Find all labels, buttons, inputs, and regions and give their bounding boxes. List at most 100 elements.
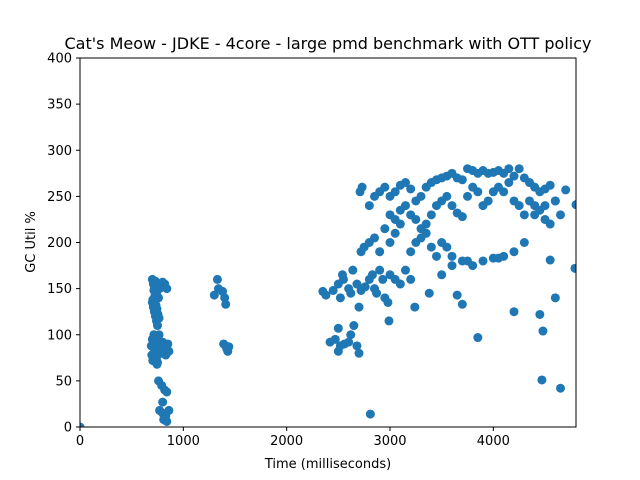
data-point [80,422,85,427]
data-point [333,323,343,333]
data-point [447,251,457,261]
data-point [447,261,457,271]
data-point [370,233,379,243]
data-point [352,279,362,289]
data-point [380,182,390,192]
data-point [209,290,219,300]
plot-frame [79,57,577,428]
data-point [335,293,345,303]
data-point [162,284,172,294]
chart-title: Cat's Meow - JDKE - 4core - large pmd be… [65,34,592,53]
data-point [452,290,462,300]
y-tick-label: 150 [47,282,72,297]
data-point [154,313,164,323]
data-point [499,251,509,261]
data-point [146,341,156,351]
y-tick-label: 350 [47,98,72,113]
data-point [538,326,548,336]
data-point [570,263,576,273]
data-point [354,348,364,358]
data-point [535,309,545,319]
data-point [164,405,174,415]
x-axis-label: Time (milliseconds) [264,457,391,472]
data-point [349,321,359,331]
data-point [162,387,172,397]
data-point [556,383,565,393]
data-point [163,339,173,349]
data-point [519,210,529,220]
x-tick-label: 0 [76,434,84,449]
data-point [468,261,478,271]
data-point [509,247,519,257]
data-point [556,210,565,220]
data-point [447,201,457,211]
data-point [406,247,416,257]
data-point [158,397,168,407]
data-point [346,288,356,298]
data-point [384,316,394,326]
data-point [346,330,356,340]
data-point [164,346,174,356]
y-axis: 0 50 100 150 200 250 300 350 400 [47,52,80,436]
data-point [504,164,514,174]
data-point [442,191,452,201]
data-point [354,302,364,312]
data-point [154,330,164,340]
data-point [212,274,222,284]
data-point [401,201,410,211]
data-point [504,178,514,188]
data-point [150,291,160,301]
data-point [348,265,358,275]
y-tick-label: 0 [64,421,72,436]
data-point [364,201,374,211]
data-point [406,184,416,194]
x-tick-label: 2000 [270,434,303,449]
data-point [390,214,400,224]
data-point [337,270,347,280]
data-point [372,288,382,298]
data-point [509,307,519,317]
data-point [162,416,172,426]
data-point [378,274,388,284]
data-point [514,201,524,211]
data-point [457,212,467,222]
data-point [545,255,555,265]
data-point [442,242,452,252]
data-point [545,180,555,190]
data-point [545,219,555,229]
data-point [483,196,493,206]
data-point [478,256,488,266]
data-point [410,302,420,312]
data-point [390,228,400,238]
data-point [499,187,509,197]
data-point [426,210,436,220]
data-point [344,337,354,347]
data-point [571,200,576,210]
data-point [224,342,234,352]
data-point [457,175,467,185]
data-point [424,288,434,298]
y-tick-label: 100 [47,328,72,343]
y-tick-label: 250 [47,190,72,205]
data-point [457,299,467,309]
data-point [519,238,529,247]
data-point [390,187,400,197]
data-point [411,214,421,224]
data-point [401,265,410,275]
data-point [385,238,395,247]
data-point [437,270,447,280]
data-point [367,270,377,280]
x-axis: 0 1000 2000 3000 4000 [76,427,510,449]
data-point [537,375,547,385]
plot-area [80,164,576,427]
y-tick-label: 50 [55,374,72,389]
data-point [463,191,472,201]
data-point [328,285,338,295]
data-point [406,274,416,284]
x-tick-label: 3000 [373,434,406,449]
data-point [395,279,405,289]
data-point [221,299,231,309]
data-point [152,359,162,369]
data-point [509,171,519,181]
